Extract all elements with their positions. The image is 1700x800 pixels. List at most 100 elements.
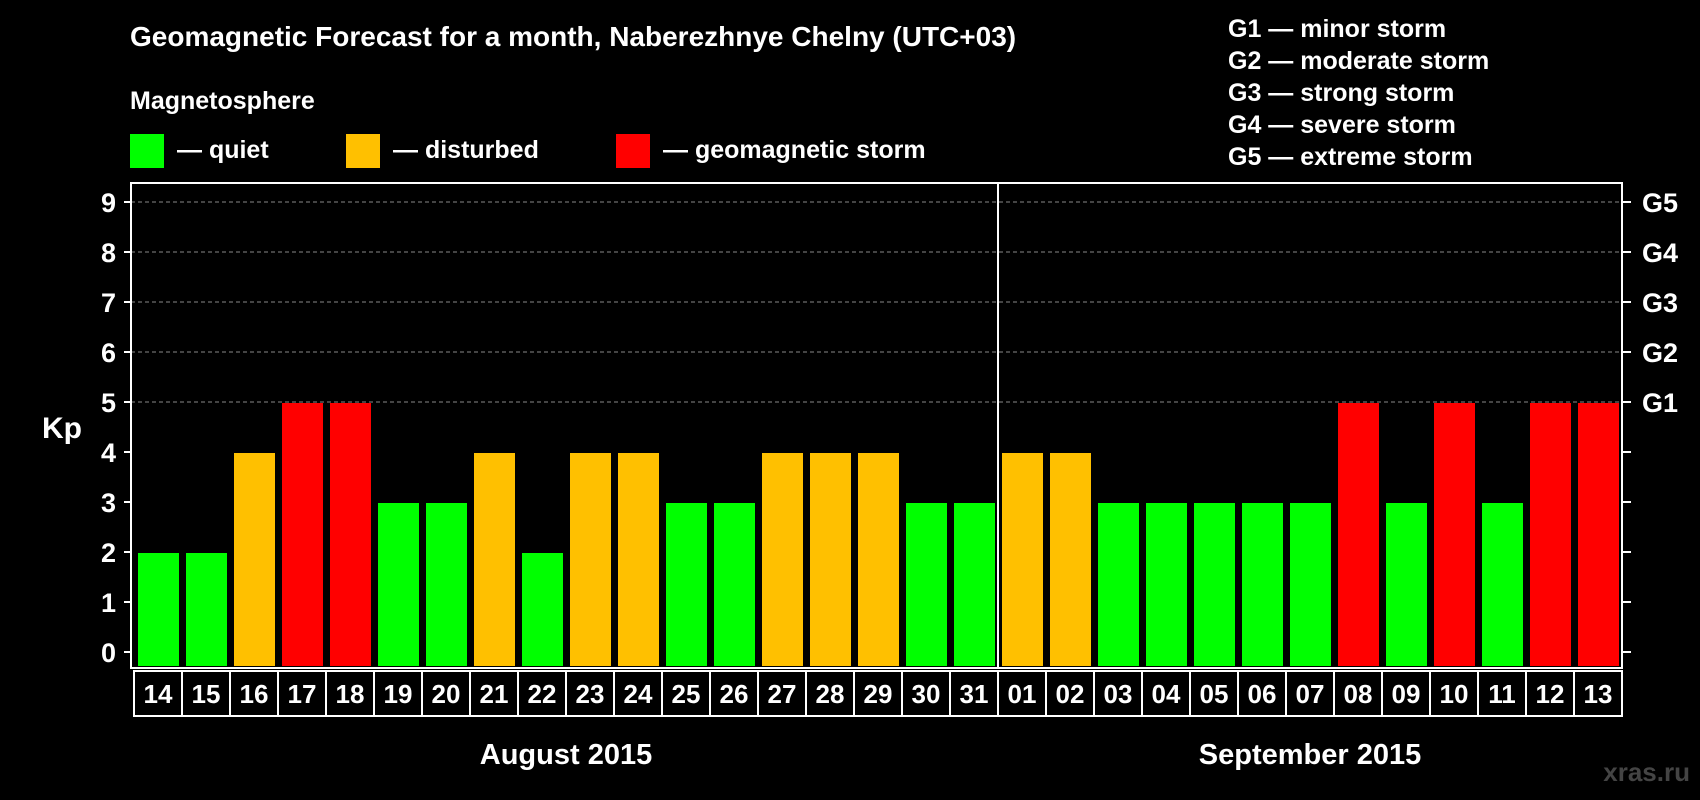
bar-10 — [1434, 403, 1475, 666]
y-tick-label: 0 — [101, 638, 116, 668]
date-label: 06 — [1248, 679, 1277, 709]
month-label: August 2015 — [480, 739, 652, 771]
date-label: 18 — [336, 679, 365, 709]
y-tick-label: 6 — [101, 338, 116, 368]
plot-border — [130, 182, 1623, 669]
y-axis: 0 1 2 3 4 5 6 7 8 9 — [101, 188, 131, 668]
date-label: 22 — [528, 679, 557, 709]
bar-17 — [282, 403, 323, 666]
g-scale-label: G5 — [1642, 188, 1678, 218]
y-tick-label: 1 — [101, 588, 116, 618]
date-label: 14 — [144, 679, 173, 709]
bar-06 — [1242, 503, 1283, 666]
date-label: 23 — [576, 679, 605, 709]
bar-23 — [570, 453, 611, 666]
date-label: 19 — [384, 679, 413, 709]
date-label: 09 — [1392, 679, 1421, 709]
chart-title: Geomagnetic Forecast for a month, Nabere… — [130, 21, 1016, 52]
storm-scale-item: G5 — extreme storm — [1228, 143, 1473, 171]
storm-scale-item: G4 — severe storm — [1228, 111, 1456, 139]
month-labels: August 2015 September 2015 — [480, 739, 1421, 771]
bar-12 — [1530, 403, 1571, 666]
y-tick-label: 5 — [101, 388, 116, 418]
g-scale-label: G4 — [1642, 238, 1678, 268]
date-label: 26 — [720, 679, 749, 709]
bar-08 — [1338, 403, 1379, 666]
storm-scale-item: G1 — minor storm — [1228, 15, 1446, 43]
bar-25 — [666, 503, 707, 666]
date-label: 21 — [480, 679, 509, 709]
date-label: 02 — [1056, 679, 1085, 709]
date-label: 30 — [912, 679, 941, 709]
g-scale-label: G3 — [1642, 288, 1678, 318]
bar-09 — [1386, 503, 1427, 666]
date-label: 15 — [192, 679, 221, 709]
y-tick-label: 7 — [101, 288, 116, 318]
y-tick-label: 9 — [101, 188, 116, 218]
bar-19 — [378, 503, 419, 666]
bar-07 — [1290, 503, 1331, 666]
legend-swatch — [130, 134, 164, 168]
bar-04 — [1146, 503, 1187, 666]
bar-26 — [714, 503, 755, 666]
bar-28 — [810, 453, 851, 666]
legend-label: — disturbed — [393, 136, 539, 164]
month-label: September 2015 — [1199, 739, 1421, 771]
bar-01 — [1002, 453, 1043, 666]
storm-scale-item: G2 — moderate storm — [1228, 47, 1489, 75]
y-tick-label: 2 — [101, 538, 116, 568]
bar-18 — [330, 403, 371, 666]
bar-20 — [426, 503, 467, 666]
x-axis: 14 15 16 17 18 19 20 21 22 23 24 25 26 27 28 29 30 31 01 02… — [133, 670, 1623, 717]
bar-13 — [1578, 403, 1619, 666]
date-label: 16 — [240, 679, 269, 709]
date-label: 10 — [1440, 679, 1469, 709]
legend: — quiet — disturbed — geomagnetic storm — [130, 134, 926, 168]
y-tick-label: 4 — [101, 438, 116, 468]
date-label: 08 — [1344, 679, 1373, 709]
date-label: 29 — [864, 679, 893, 709]
date-label: 20 — [432, 679, 461, 709]
y-tick-label: 3 — [101, 488, 116, 518]
storm-scale-legend: G1 — minor storm G2 — moderate storm G3 — … — [1228, 15, 1489, 171]
watermark: xras.ru — [1603, 757, 1690, 787]
date-label: 27 — [768, 679, 797, 709]
date-label: 17 — [288, 679, 317, 709]
bar-21 — [474, 453, 515, 666]
legend-swatch — [346, 134, 380, 168]
date-label: 31 — [960, 679, 989, 709]
g-scale-label: G2 — [1642, 338, 1678, 368]
legend-swatch — [616, 134, 650, 168]
date-label: 28 — [816, 679, 845, 709]
bar-31 — [954, 503, 995, 666]
bar-24 — [618, 453, 659, 666]
date-label: 13 — [1584, 679, 1613, 709]
bars — [138, 403, 1619, 666]
bar-03 — [1098, 503, 1139, 666]
date-label: 12 — [1536, 679, 1565, 709]
plot-frame — [130, 182, 1623, 669]
bar-30 — [906, 503, 947, 666]
g-scale-label: G1 — [1642, 388, 1678, 418]
bar-11 — [1482, 503, 1523, 666]
bar-14 — [138, 553, 179, 666]
date-label: 25 — [672, 679, 701, 709]
bar-05 — [1194, 503, 1235, 666]
date-label: 11 — [1488, 679, 1516, 709]
date-row-border — [133, 670, 1623, 717]
bar-27 — [762, 453, 803, 666]
bar-29 — [858, 453, 899, 666]
storm-scale-item: G3 — strong storm — [1228, 79, 1454, 107]
bar-22 — [522, 553, 563, 666]
legend-label: — geomagnetic storm — [663, 136, 926, 164]
y-axis-label: Kp — [42, 412, 82, 445]
date-label: 04 — [1152, 679, 1181, 709]
bar-16 — [234, 453, 275, 666]
date-label: 01 — [1008, 679, 1037, 709]
date-label: 05 — [1200, 679, 1229, 709]
legend-label: — quiet — [177, 136, 269, 164]
bar-15 — [186, 553, 227, 666]
g-scale-axis: G1 G2 G3 G4 G5 — [1622, 188, 1678, 653]
date-label: 07 — [1296, 679, 1325, 709]
